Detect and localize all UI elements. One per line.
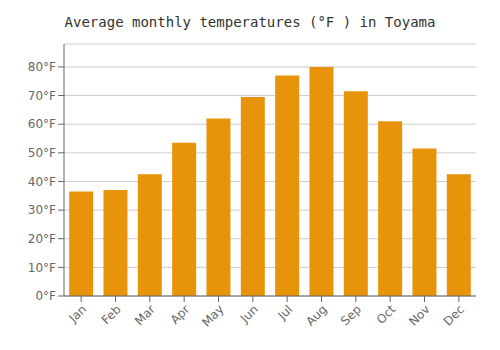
svg-text:50°F: 50°F: [28, 146, 56, 160]
svg-text:80°F: 80°F: [28, 60, 56, 74]
svg-text:20°F: 20°F: [28, 232, 56, 246]
svg-text:Jun: Jun: [237, 302, 261, 326]
svg-text:Sep: Sep: [338, 302, 364, 328]
svg-text:0°F: 0°F: [35, 289, 56, 303]
svg-text:Nov: Nov: [406, 302, 432, 328]
svg-text:70°F: 70°F: [28, 89, 56, 103]
svg-text:Dec: Dec: [441, 302, 467, 328]
svg-text:Mar: Mar: [132, 302, 158, 328]
svg-text:Jul: Jul: [274, 302, 295, 323]
svg-text:Feb: Feb: [99, 302, 124, 327]
svg-text:Oct: Oct: [374, 302, 399, 327]
svg-text:10°F: 10°F: [28, 261, 56, 275]
svg-text:Jan: Jan: [66, 302, 90, 326]
svg-text:May: May: [199, 302, 226, 329]
svg-text:30°F: 30°F: [28, 203, 56, 217]
svg-text:Aug: Aug: [303, 302, 329, 328]
svg-text:40°F: 40°F: [28, 175, 56, 189]
svg-text:Apr: Apr: [168, 302, 193, 327]
html-text:Average monthly temperatures (: Average monthly temperatures (°F ) in To…: [64, 14, 436, 30]
svg-text:60°F: 60°F: [28, 117, 56, 131]
